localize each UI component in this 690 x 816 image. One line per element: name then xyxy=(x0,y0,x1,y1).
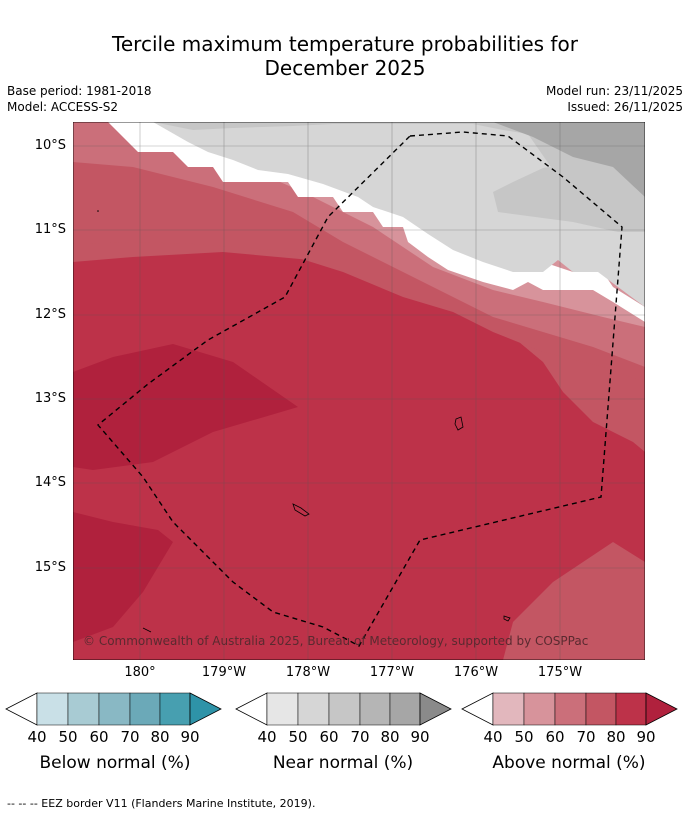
colorbar-near-normal xyxy=(235,692,452,726)
lat-label-15s: 15°S xyxy=(34,560,66,575)
cb-near-tick-90: 90 xyxy=(410,728,430,746)
cb-below-swatch-5 xyxy=(159,692,191,726)
cb-above-tick-40: 40 xyxy=(483,728,503,746)
cb-near-swatch-1 xyxy=(266,692,299,726)
cb-above-swatch-5 xyxy=(615,692,647,726)
cb-below-tick-60: 60 xyxy=(89,728,109,746)
colorbar-label-near: Near normal (%) xyxy=(272,753,414,773)
cb-above-tick-50: 50 xyxy=(514,728,534,746)
cb-below-swatch-3 xyxy=(98,692,131,726)
cb-below-tick-80: 80 xyxy=(150,728,170,746)
lon-label-177w: 177°W xyxy=(369,665,415,680)
lon-label-180: 180° xyxy=(124,665,156,680)
cb-near-tick-40: 40 xyxy=(257,728,277,746)
island-4 xyxy=(142,627,152,633)
cb-near-swatch-2 xyxy=(297,692,330,726)
region-above-80-west xyxy=(73,344,298,470)
gridlines xyxy=(73,122,645,660)
lat-label-10s: 10°S xyxy=(34,138,66,153)
lon-label-178w: 178°W xyxy=(285,665,331,680)
probability-map: © Commonwealth of Australia 2025, Bureau… xyxy=(73,122,645,660)
cb-near-tick-60: 60 xyxy=(319,728,339,746)
no-signal-band xyxy=(108,122,645,322)
lon-label-179w: 179°W xyxy=(201,665,247,680)
island-3 xyxy=(503,615,511,622)
colorbar-label-below: Below normal (%) xyxy=(39,753,191,773)
region-near-50-b xyxy=(493,162,645,232)
cb-below-tick-50: 50 xyxy=(58,728,78,746)
lat-label-12s: 12°S xyxy=(34,307,66,322)
eez-border xyxy=(97,131,623,647)
model-name: Model: ACCESS-S2 xyxy=(7,100,119,114)
region-near-60 xyxy=(493,122,645,197)
region-above-80-sw xyxy=(73,512,173,642)
cb-below-swatch-1 xyxy=(36,692,69,726)
issued-date: Issued: 26/11/2025 xyxy=(567,100,683,114)
island-2 xyxy=(292,503,310,517)
cb-below-swatch-2 xyxy=(67,692,100,726)
region-above-60-south xyxy=(503,542,645,660)
cb-near-tick-70: 70 xyxy=(350,728,370,746)
base-period: Base period: 1981-2018 xyxy=(7,84,152,98)
lat-label-11s: 11°S xyxy=(34,222,66,237)
cb-near-swatch-3 xyxy=(328,692,361,726)
copyright-text: © Commonwealth of Australia 2025, Bureau… xyxy=(83,634,588,648)
cb-below-swatch-4 xyxy=(129,692,161,726)
cb-above-swatch-3 xyxy=(554,692,587,726)
cb-above-tick-60: 60 xyxy=(545,728,565,746)
title-line-1: Tercile maximum temperature probabilitie… xyxy=(112,32,578,56)
lon-label-175w: 175°W xyxy=(537,665,583,680)
model-run: Model run: 23/11/2025 xyxy=(545,84,683,98)
cb-above-swatch-2 xyxy=(523,692,556,726)
eez-footer-note: -- -- -- EEZ border V11 (Flanders Marine… xyxy=(7,797,316,810)
cb-below-tick-40: 40 xyxy=(27,728,47,746)
cb-above-tick-80: 80 xyxy=(606,728,626,746)
colorbar-label-above: Above normal (%) xyxy=(492,753,646,773)
cb-above-swatch-4 xyxy=(585,692,617,726)
lon-label-176w: 176°W xyxy=(453,665,499,680)
cb-near-swatch-5 xyxy=(389,692,421,726)
lat-label-13s: 13°S xyxy=(34,391,66,406)
lat-label-14s: 14°S xyxy=(34,475,66,490)
cb-near-swatch-4 xyxy=(359,692,391,726)
cb-above-tick-70: 70 xyxy=(576,728,596,746)
cb-near-tick-50: 50 xyxy=(288,728,308,746)
cb-near-tick-80: 80 xyxy=(380,728,400,746)
cb-below-tick-90: 90 xyxy=(180,728,200,746)
colorbar-below-normal xyxy=(5,692,222,726)
cb-below-tick-70: 70 xyxy=(120,728,140,746)
island-5 xyxy=(97,210,99,212)
region-near-40 xyxy=(153,122,645,307)
island-1 xyxy=(454,416,464,431)
colorbar-above-normal xyxy=(461,692,678,726)
cb-above-tick-90: 90 xyxy=(636,728,656,746)
title-line-2: December 2025 xyxy=(264,56,426,80)
cb-above-swatch-1 xyxy=(492,692,525,726)
